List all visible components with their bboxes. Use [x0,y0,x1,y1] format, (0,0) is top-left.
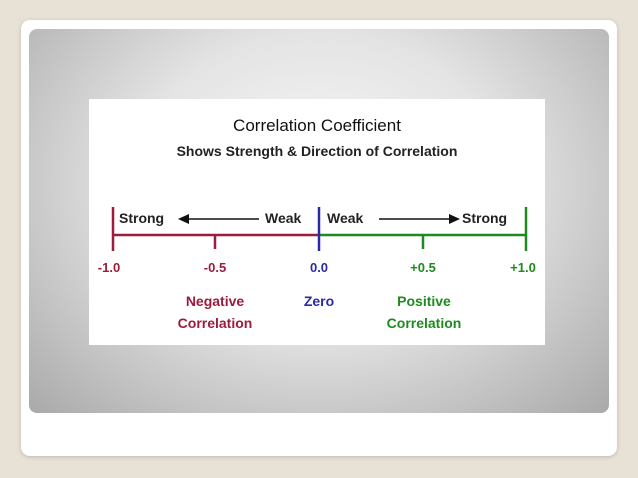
tick-label-zero: 0.0 [309,260,329,275]
right-arrowhead [449,214,460,224]
right-strong-label: Strong [462,210,508,226]
zero-label: Zero [303,293,335,309]
negative-correlation-label: Negative Correlation [178,290,253,334]
left-arrowhead [178,214,189,224]
right-weak-label: Weak [327,210,364,226]
tick-label-neg05: -0.5 [203,260,227,275]
correlation-diagram: Correlation Coefficient Shows Strength &… [89,99,545,345]
positive-label-line1: Positive [397,293,451,309]
diagram-subtitle: Shows Strength & Direction of Correlatio… [176,143,458,159]
left-weak-label: Weak [265,210,302,226]
diagram-title: Correlation Coefficient [233,116,401,135]
negative-label-line1: Negative [185,293,245,309]
tick-label-pos05: +0.5 [410,260,436,275]
negative-label-line2: Correlation [177,315,253,331]
zero-correlation-label: Zero [304,290,334,312]
scale-graphic [111,207,528,251]
positive-label-line2: Correlation [386,315,462,331]
tick-label-neg1: -1.0 [97,260,121,275]
positive-correlation-label: Positive Correlation [387,290,462,334]
tick-label-pos1: +1.0 [510,260,536,275]
left-strong-label: Strong [119,210,165,226]
